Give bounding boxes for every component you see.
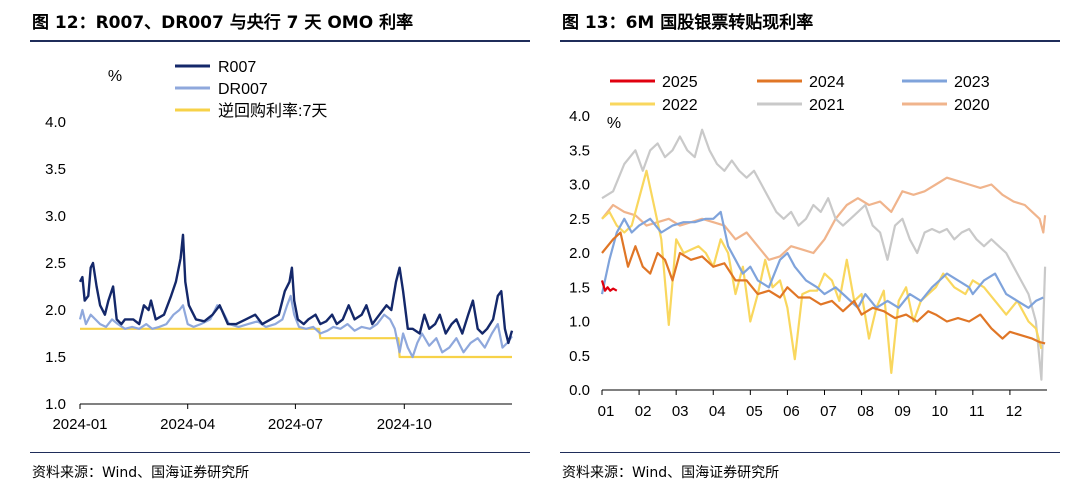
y-tick-label: 0.0: [569, 382, 590, 399]
right-chart-title: 图 13：6M 国股银票转贴现利率: [562, 13, 814, 33]
x-tick-label: 04: [709, 403, 726, 420]
y-tick-label: 2.5: [569, 211, 590, 228]
x-tick-label: 05: [746, 403, 763, 420]
legend-label-2022: 2022: [662, 97, 698, 114]
x-tick-label: 09: [894, 403, 911, 420]
y-tick-label: 3.5: [45, 161, 66, 178]
y-tick-label: 1.5: [45, 349, 66, 366]
x-tick-label: 10: [931, 403, 948, 420]
series-line-2021: [601, 128, 1047, 381]
x-tick-label: 07: [820, 403, 837, 420]
series-line-2022: [601, 169, 1043, 374]
y-unit-label: %: [108, 68, 122, 85]
right-title-rule: [560, 40, 1060, 42]
y-tick-label: 3.0: [45, 208, 66, 225]
right-bottom-rule: [560, 452, 1060, 453]
legend-label-r007: R007: [218, 59, 256, 76]
series-line-2025: [600, 280, 618, 292]
right-source-note: 资料来源：Wind、国海证券研究所: [562, 465, 780, 481]
x-tick-label: 03: [672, 403, 689, 420]
right-chart: 0.0 0.5 1.0 1.5 2.0 2.5 3.0 3.5 4.0 % 01 02 03 04 05 06…: [569, 74, 1047, 420]
legend-label-2025: 2025: [662, 74, 698, 91]
y-tick-label: 1.0: [569, 314, 590, 331]
left-chart-title: 图 12：R007、DR007 与央行 7 天 OMO 利率: [32, 13, 414, 33]
legend-label-2023: 2023: [954, 74, 990, 91]
legend-label-7: 逆回购利率:7天: [218, 102, 327, 120]
y-tick-label: 4.0: [45, 114, 66, 131]
series-line-2020: [601, 176, 1047, 261]
legend-label-dr007: DR007: [218, 81, 268, 98]
series-line-dr007: [78, 294, 513, 359]
legend-label-2020: 2020: [954, 97, 990, 114]
y-tick-label: 3.5: [569, 142, 590, 159]
x-tick-label: 08: [857, 403, 874, 420]
series-line-2024: [601, 231, 1046, 345]
left-chart: 1.0 1.5 2.0 2.5 3.0 3.5 4.0% 2024-01 2024-04 2024…: [45, 59, 514, 433]
y-tick-label: 1.5: [569, 279, 590, 296]
x-tick-label: 01: [598, 403, 615, 420]
left-source-note: 资料来源：Wind、国海证券研究所: [32, 465, 250, 481]
left-bottom-rule: [30, 452, 530, 453]
y-tick-label: 2.5: [45, 255, 66, 272]
y-tick-label: 4.0: [569, 108, 590, 125]
legend-label-2024: 2024: [809, 74, 845, 91]
x-tick-label: 12: [1006, 403, 1023, 420]
x-tick-label: 11: [969, 403, 985, 420]
x-tick-label: 2024-01: [52, 416, 107, 433]
series-line-r007: [78, 233, 514, 345]
legend-label-2021: 2021: [809, 97, 845, 114]
y-tick-label: 3.0: [569, 177, 590, 194]
series-line-7: [80, 327, 512, 359]
x-tick-label: 2024-04: [160, 416, 215, 433]
y-tick-label: 0.5: [569, 348, 590, 365]
x-tick-label: 02: [635, 403, 652, 420]
y-unit-label: %: [607, 115, 621, 132]
x-tick-label: 2024-07: [268, 416, 323, 433]
y-tick-label: 1.0: [45, 396, 66, 413]
y-tick-label: 2.0: [45, 302, 66, 319]
x-tick-label: 2024-10: [377, 416, 432, 433]
series-line-2023: [600, 210, 1044, 309]
y-tick-label: 2.0: [569, 245, 590, 262]
left-title-rule: [30, 40, 530, 42]
x-tick-label: 06: [783, 403, 800, 420]
